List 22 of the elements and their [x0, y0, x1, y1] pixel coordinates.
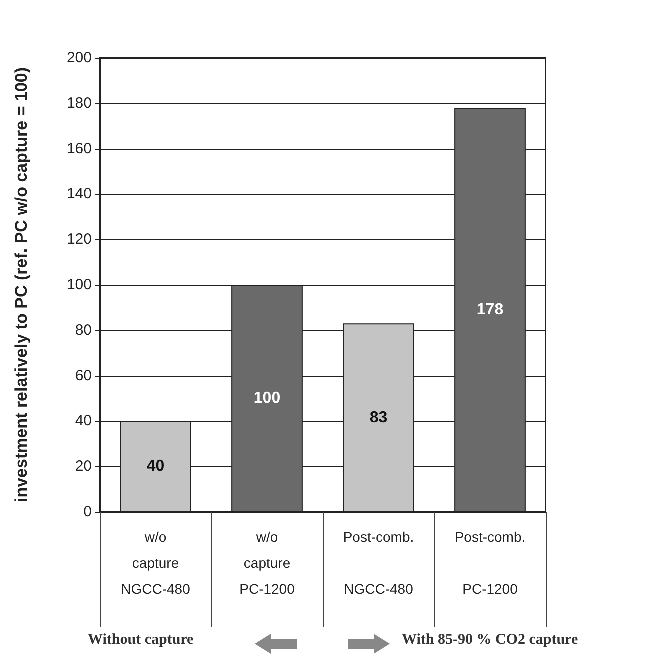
x-tick-label: w/o capture NGCC-480: [121, 529, 191, 597]
y-tick-label: 160: [66, 140, 92, 158]
y-tick-label: 20: [75, 458, 92, 476]
data-label: 100: [254, 390, 281, 407]
y-tick-label: 100: [66, 276, 92, 294]
y-tick-label: 80: [75, 322, 92, 339]
y-tick-label: 60: [75, 367, 92, 384]
y-tick-label: 40: [75, 412, 92, 430]
y-tick-label: 0: [84, 504, 92, 520]
y-tick-label: 200: [66, 50, 92, 66]
y-axis-title: investment relatively to PC (ref. PC w/o capture = 100): [12, 67, 31, 503]
y-tick-label: 180: [66, 94, 92, 112]
category-label: Post-comb. NGCC-480: [343, 529, 414, 597]
y-tick-label: 140: [66, 186, 92, 203]
x-tick-label: w/o capture PC-1200: [240, 529, 296, 597]
y-tick-label: 120: [66, 231, 92, 248]
text: Without capture: [88, 632, 194, 649]
text: With 85-90 % CO2 capture: [402, 632, 578, 649]
data-label: 83: [370, 409, 388, 426]
data-label: 40: [146, 458, 165, 476]
category-label: Post-comb. PC-1200: [454, 529, 526, 597]
data-label: 178: [476, 301, 504, 318]
